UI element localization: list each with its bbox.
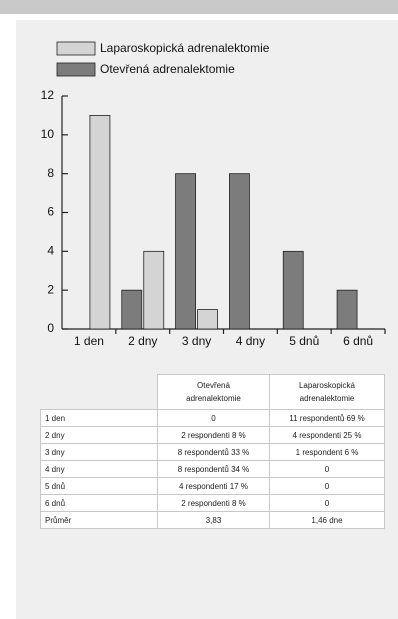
y-tick-label: 2 [47,282,54,296]
table-row: 3 dny 8 respondentů 33 % 1 respondent 6 % [40,443,385,461]
table-row: 5 dnů 4 respondenti 17 % 0 [40,477,385,495]
table-row: Průměr 3,83 1,46 dne [40,511,385,529]
table-row: 2 dny 2 respondenti 8 % 4 respondenti 25 % [40,426,385,444]
table-cell: 5 dnů [40,477,158,495]
y-tick-label: 4 [47,244,54,258]
bar [229,173,250,330]
bar [282,250,304,330]
table-cell: 0 [269,494,385,512]
y-tick-label: 8 [47,166,54,180]
table-row: 4 dny 8 respondentů 34 % 0 [40,460,385,478]
legend-label: Laparoskopická adrenalektomie [100,41,270,55]
table-cell: 2 dny [40,426,158,444]
table-cell: 0 [269,460,385,478]
table-row: 6 dnů 2 respondenti 8 % 0 [40,494,385,512]
table-cell: 8 respondentů 33 % [157,443,270,461]
table-cell: 3 dny [40,443,158,461]
data-table: Otevřená adrenalektomie Laparoskopická a… [40,374,385,529]
y-tick-label: 6 [47,205,54,219]
table-cell: 4 dny [40,460,158,478]
x-tick-label: 4 dny [236,334,265,348]
y-tick-label: 12 [41,88,55,102]
table-cell: 0 [269,477,385,495]
table-cell: 2 respondenti 8 % [157,426,270,444]
legend-label: Otevřená adrenalektomie [100,62,235,76]
x-tick-label: 1 den [74,334,104,348]
top-bar [0,0,398,14]
x-tick-label: 6 dnů [343,334,373,348]
header-blank [41,375,158,410]
bar [121,289,143,330]
x-tick-label: 3 dny [182,334,211,348]
y-tick-label: 0 [47,321,54,335]
bar [143,250,165,330]
table-cell: 2 respondenti 8 % [157,494,270,512]
bar [197,309,218,330]
table-cell: 1,46 dne [269,511,385,529]
table-cell: 1 den [40,409,158,427]
table-cell: 6 dnů [40,494,158,512]
bar [175,173,196,330]
table-cell: 4 respondenti 17 % [157,477,270,495]
table-cell: 4 respondenti 25 % [269,426,385,444]
table-cell: 11 respondentů 69 % [269,409,385,427]
table-header: Otevřená adrenalektomie Laparoskopická a… [41,374,385,410]
y-tick-label: 10 [41,127,55,141]
table-cell: Průměr [40,511,158,529]
header-cell: Otevřená adrenalektomie [157,374,270,410]
header-text: Otevřená adrenalektomie [186,381,241,403]
header-cell: Laparoskopická adrenalektomie [269,374,385,410]
table-row: 1 den 0 11 respondentů 69 % [40,409,385,427]
bar [89,115,111,330]
header-text: Laparoskopická adrenalektomie [298,381,356,403]
chart: Laparoskopická adrenalektomie Otevřená ad… [41,41,386,348]
legend-swatch [56,41,96,56]
table-cell: 8 respondentů 34 % [157,460,270,478]
x-tick-label: 5 dnů [289,334,319,348]
legend-swatch [56,62,96,77]
bar [336,289,358,330]
table-cell: 0 [157,409,270,427]
table-cell: 3,83 [157,511,270,529]
x-tick-label: 2 dny [128,334,157,348]
table-cell: 1 respondent 6 % [269,443,385,461]
